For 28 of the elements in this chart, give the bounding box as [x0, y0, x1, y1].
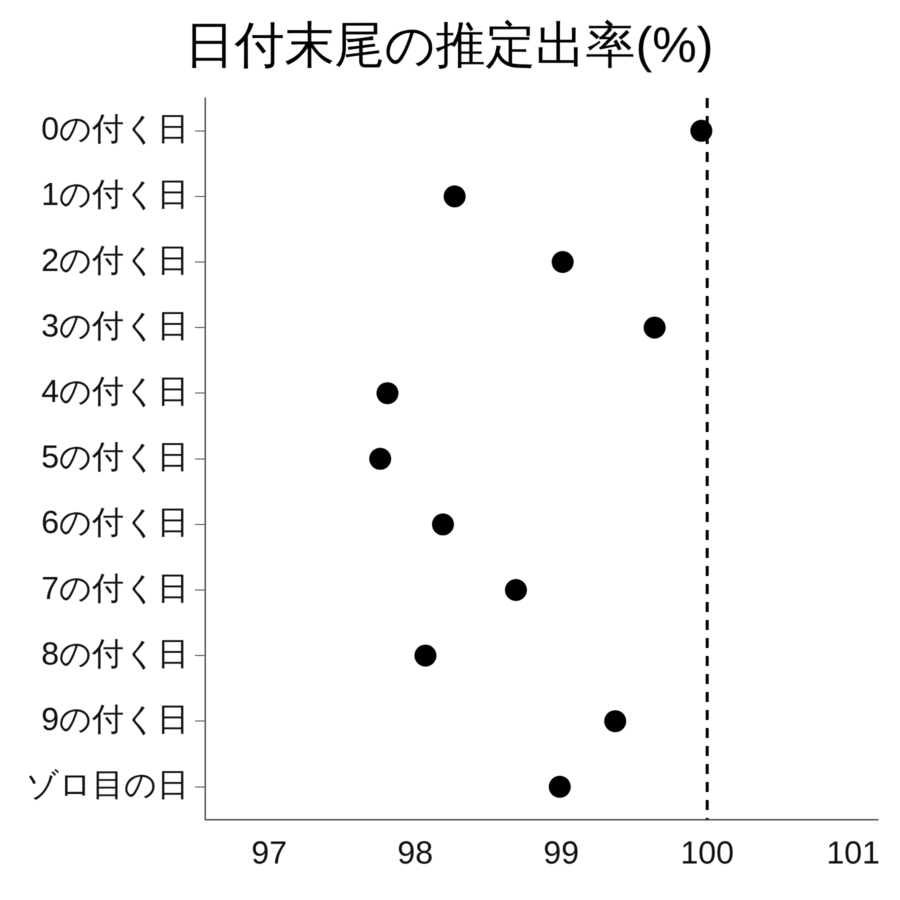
x-tick-label: 98: [397, 834, 434, 871]
y-tick-label: 8の付く日: [41, 635, 189, 672]
point: [548, 776, 571, 798]
y-tick-label: 0の付く日: [41, 110, 189, 147]
y-tick-label: 5の付く日: [41, 438, 189, 475]
y-tick-label: 3の付く日: [41, 307, 189, 344]
point: [376, 382, 398, 404]
point: [444, 185, 466, 208]
x-tick-label: 97: [251, 834, 288, 871]
y-tick-label: 1の付く日: [41, 176, 189, 212]
x-tick-label: 101: [826, 834, 880, 871]
y-tick-label: 7の付く日: [41, 570, 189, 606]
x-tick-label: 100: [680, 834, 734, 871]
x-tick-label: 99: [543, 834, 580, 871]
point: [690, 120, 712, 142]
point: [504, 579, 527, 601]
y-tick-label: 4の付く日: [41, 373, 189, 410]
y-tick-label: ゾロ目の日: [26, 766, 189, 803]
y-tick-label: 9の付く日: [41, 701, 189, 738]
point: [604, 710, 626, 732]
y-tick-label: 2の付く日: [41, 242, 189, 278]
chart-title: 日付末尾の推定出率(%): [184, 16, 714, 73]
point: [644, 316, 666, 339]
point: [432, 513, 454, 536]
y-tick-label: 6の付く日: [41, 504, 189, 540]
point: [552, 251, 574, 273]
point: [414, 644, 436, 667]
point: [369, 448, 392, 470]
